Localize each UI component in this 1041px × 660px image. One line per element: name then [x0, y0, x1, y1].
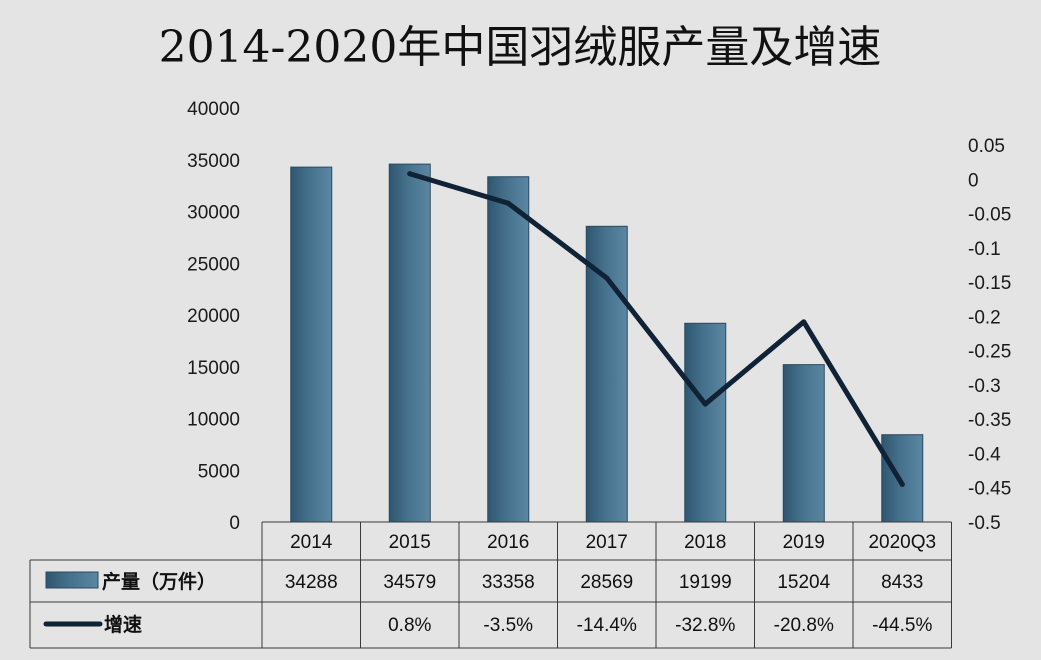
line-point: [604, 275, 610, 281]
growth-line: [407, 171, 905, 487]
table-cell-value: 15204: [777, 572, 830, 593]
line-point: [505, 200, 511, 206]
table-cell-value: 28569: [580, 572, 633, 593]
left-axis-tick-label: 25000: [187, 254, 240, 275]
right-axis-tick-label: -0.3: [968, 376, 1001, 397]
line-series: [407, 171, 905, 487]
right-axis-tick-label: -0.15: [968, 273, 1011, 294]
bar-series: [290, 163, 924, 523]
left-axis: 0 5000 10000 15000 20000 25000 30000 35000 40000: [187, 99, 240, 534]
right-axis-tick-label: -0.25: [968, 342, 1011, 363]
legend-swatch-bar: [45, 571, 99, 589]
x-axis-category-label: 2015: [389, 532, 431, 553]
table-cell-value: -32.8%: [675, 615, 735, 636]
x-axis-category-label: 2020Q3: [868, 532, 936, 553]
bar: [388, 163, 431, 523]
right-axis-tick-label: -0.2: [968, 307, 1001, 328]
legend-label: 产量（万件）: [102, 570, 216, 593]
left-axis-tick-label: 5000: [198, 461, 240, 482]
line-point: [407, 171, 413, 177]
left-axis-tick-label: 40000: [187, 99, 240, 120]
right-axis-tick-label: -0.1: [968, 239, 1001, 260]
table-cell-value: 0.8%: [388, 615, 431, 636]
table-cell-value: 8433: [881, 572, 923, 593]
line-point: [801, 319, 807, 325]
table-cell-value: -44.5%: [872, 615, 932, 636]
x-axis-category-label: 2016: [487, 532, 529, 553]
table-cell-value: 19199: [679, 572, 732, 593]
x-axis-category-label: 2019: [783, 532, 825, 553]
table-cell-value: 34288: [285, 572, 338, 593]
x-axis-category-label: 2017: [586, 532, 628, 553]
data-table: 2014 2015 2016 2017 2018 2019 2020Q3 产量（万件） 3428…: [29, 521, 952, 649]
left-axis-tick-label: 35000: [187, 151, 240, 172]
left-axis-tick-label: 10000: [187, 410, 240, 431]
right-axis-tick-label: -0.05: [968, 205, 1011, 226]
x-axis-category-label: 2014: [290, 532, 333, 553]
bar: [684, 322, 727, 523]
right-axis-tick-label: -0.5: [968, 513, 1001, 534]
bar: [881, 434, 924, 523]
line-point: [899, 481, 905, 487]
bar: [782, 364, 825, 523]
line-point: [702, 401, 708, 407]
legend-label: 增速: [104, 613, 142, 636]
table-cell-value: -14.4%: [577, 615, 637, 636]
left-axis-tick-label: 15000: [187, 358, 240, 379]
table-cell-value: -3.5%: [483, 615, 533, 636]
left-axis-tick-label: 0: [229, 513, 240, 534]
bar: [585, 225, 628, 523]
right-axis-tick-label: 0.05: [968, 136, 1005, 157]
right-axis-tick-label: 0: [968, 170, 979, 191]
bar: [487, 176, 530, 523]
right-axis-tick-label: -0.35: [968, 410, 1011, 431]
table-cell-value: 34579: [383, 572, 436, 593]
bar: [290, 166, 333, 523]
table-cell-value: 33358: [482, 572, 535, 593]
left-axis-tick-label: 20000: [187, 306, 240, 327]
right-axis-tick-label: -0.4: [968, 444, 1001, 465]
right-axis: -0.5 -0.45 -0.4 -0.35 -0.3 -0.25 -0.2 -0.15 -0.1…: [968, 136, 1011, 534]
right-axis-tick-label: -0.45: [968, 479, 1011, 500]
chart-title: 2014-2020年中国羽绒服产量及增速: [159, 22, 882, 73]
table-cell-value: -20.8%: [774, 615, 834, 636]
x-axis-category-label: 2018: [684, 532, 726, 553]
left-axis-tick-label: 30000: [187, 203, 240, 224]
